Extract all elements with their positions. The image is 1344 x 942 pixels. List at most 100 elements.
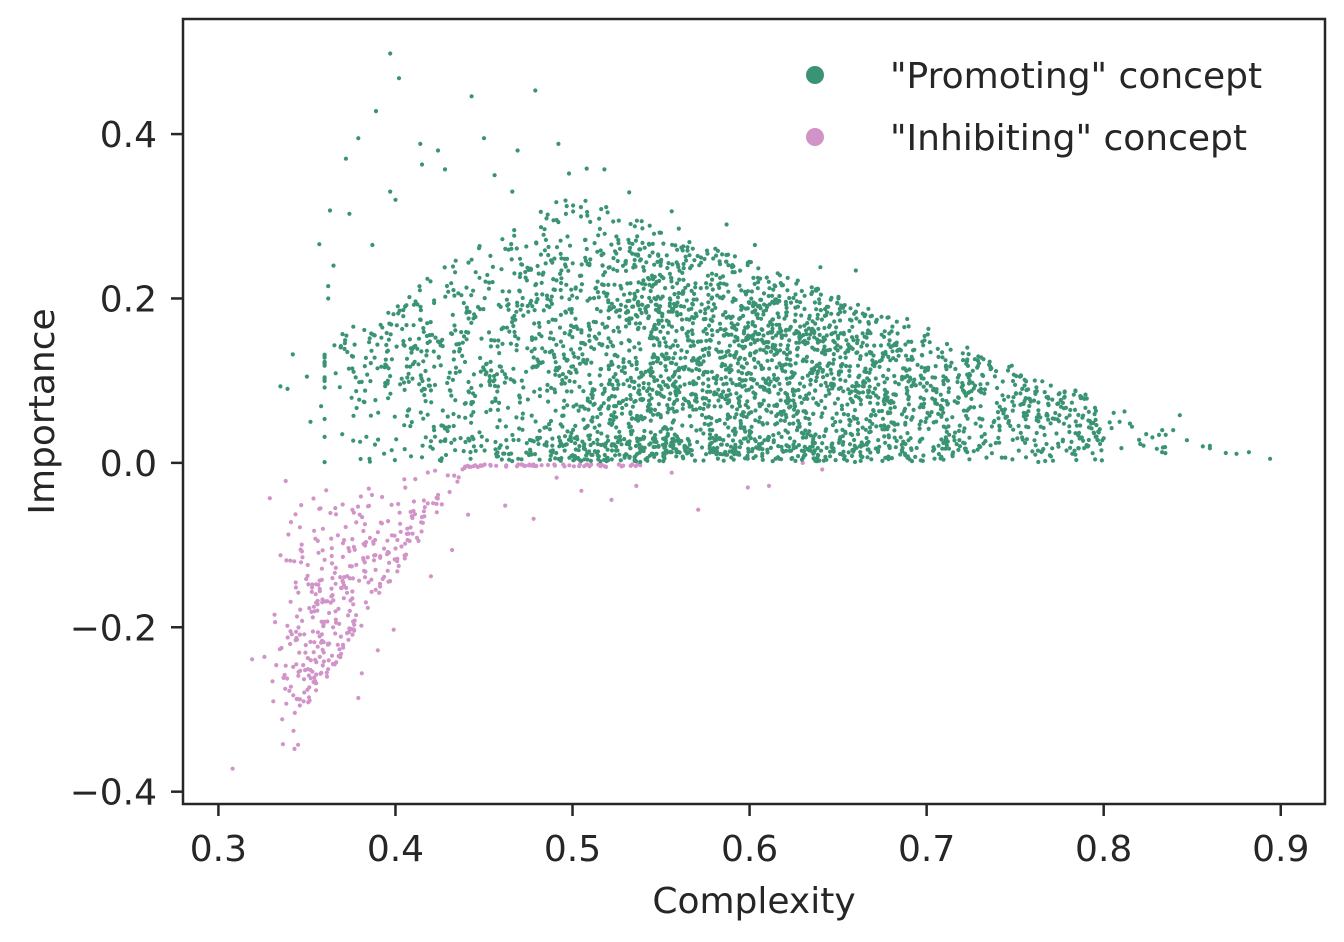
promoting-point xyxy=(795,345,801,350)
promoting-point xyxy=(672,351,678,356)
inhibiting-point xyxy=(406,531,411,536)
promoting-point xyxy=(668,450,673,455)
promoting-point xyxy=(488,253,493,258)
inhibiting-point xyxy=(308,639,313,645)
promoting-point xyxy=(637,375,642,380)
promoting-point xyxy=(447,370,452,375)
promoting-point xyxy=(845,402,850,407)
promoting-point xyxy=(811,396,816,401)
inhibiting-point xyxy=(425,470,430,475)
promoting-point xyxy=(753,439,758,444)
promoting-point xyxy=(886,435,892,440)
promoting-point xyxy=(563,262,568,267)
promoting-point xyxy=(507,289,512,294)
promoting-point xyxy=(797,381,803,386)
promoting-point xyxy=(714,433,719,438)
inhibiting-point xyxy=(272,612,277,617)
promoting-point xyxy=(842,303,847,308)
promoting-point xyxy=(457,369,462,374)
inhibiting-point xyxy=(299,549,304,554)
promoting-point xyxy=(716,349,721,354)
promoting-point xyxy=(1129,424,1135,429)
promoting-point xyxy=(771,372,777,378)
promoting-point xyxy=(641,372,646,377)
promoting-point xyxy=(478,383,484,388)
promoting-point xyxy=(640,240,645,245)
inhibiting-point xyxy=(293,512,298,517)
promoting-point xyxy=(955,379,960,385)
promoting-point xyxy=(701,353,707,358)
promoting-point xyxy=(648,418,653,423)
promoting-point xyxy=(724,349,729,354)
promoting-point xyxy=(352,342,357,347)
inhibiting-point xyxy=(450,547,455,553)
promoting-point xyxy=(443,452,449,458)
inhibiting-point xyxy=(307,698,312,703)
inhibiting-point xyxy=(419,529,424,534)
promoting-point xyxy=(680,402,686,407)
promoting-point xyxy=(1101,436,1106,441)
promoting-point xyxy=(721,458,726,463)
promoting-point xyxy=(461,300,466,306)
promoting-point xyxy=(722,421,728,426)
promoting-point xyxy=(675,281,680,286)
promoting-point xyxy=(806,336,812,341)
promoting-point xyxy=(1154,446,1159,451)
promoting-point xyxy=(848,418,853,423)
promoting-point xyxy=(461,449,466,454)
promoting-point xyxy=(729,321,734,326)
promoting-point xyxy=(796,443,802,448)
promoting-point xyxy=(818,383,824,388)
promoting-point xyxy=(706,377,711,382)
promoting-point xyxy=(656,402,662,407)
promoting-point xyxy=(905,316,910,322)
inhibiting-point xyxy=(579,488,584,493)
promoting-point xyxy=(666,385,671,390)
inhibiting-point xyxy=(337,647,342,652)
promoting-point xyxy=(466,260,471,265)
promoting-point xyxy=(913,454,918,459)
promoting-point xyxy=(520,295,525,301)
promoting-point xyxy=(1015,436,1020,441)
promoting-point xyxy=(419,376,424,381)
promoting-point xyxy=(918,419,924,424)
promoting-point xyxy=(891,421,896,426)
promoting-point xyxy=(876,449,881,454)
promoting-point xyxy=(515,303,520,308)
promoting-point xyxy=(392,458,397,463)
promoting-point xyxy=(737,382,742,387)
promoting-point xyxy=(784,302,789,307)
promoting-point xyxy=(379,364,384,369)
promoting-point xyxy=(975,364,981,369)
promoting-point xyxy=(453,328,458,333)
promoting-point xyxy=(482,296,487,301)
promoting-point xyxy=(708,282,713,287)
promoting-point xyxy=(625,378,630,383)
promoting-point xyxy=(558,238,563,243)
promoting-point xyxy=(588,458,594,463)
promoting-point xyxy=(867,349,872,355)
promoting-point xyxy=(634,366,639,372)
promoting-point xyxy=(575,437,580,442)
promoting-point xyxy=(534,292,539,297)
promoting-point xyxy=(801,449,806,454)
promoting-point xyxy=(1036,459,1041,465)
promoting-point xyxy=(497,364,502,369)
promoting-point xyxy=(469,385,474,391)
inhibiting-point xyxy=(281,675,286,681)
promoting-point xyxy=(636,417,641,422)
promoting-point xyxy=(432,434,438,439)
promoting-point xyxy=(809,285,814,290)
y-tick-label: 0.0 xyxy=(100,444,157,485)
promoting-point xyxy=(744,388,749,393)
promoting-point xyxy=(617,314,622,319)
promoting-point xyxy=(721,389,726,394)
promoting-point xyxy=(1086,425,1092,430)
promoting-point xyxy=(495,389,500,394)
promoting-point xyxy=(798,324,803,329)
promoting-point xyxy=(808,448,814,453)
inhibiting-point xyxy=(405,537,410,543)
inhibiting-point xyxy=(365,605,370,611)
promoting-point xyxy=(749,424,754,429)
promoting-point xyxy=(614,448,619,453)
